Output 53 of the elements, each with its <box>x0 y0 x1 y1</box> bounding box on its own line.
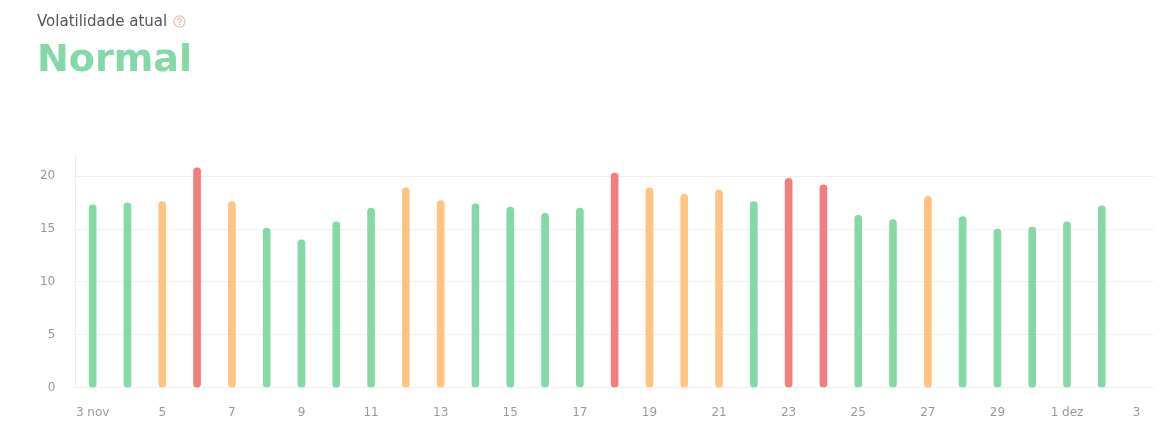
bar <box>715 189 723 388</box>
bar <box>784 178 793 388</box>
bar <box>958 216 967 388</box>
x-tick-label: 21 <box>711 404 727 419</box>
x-tick-label: 27 <box>920 404 936 419</box>
bar <box>854 215 863 388</box>
bar <box>889 219 897 388</box>
x-tick-label: 19 <box>641 404 658 419</box>
bar <box>262 227 271 388</box>
x-tick-label: 11 <box>363 404 379 419</box>
bar <box>541 212 549 388</box>
x-tick-label: 15 <box>502 404 518 419</box>
x-tick-label: 23 <box>780 404 797 419</box>
bar <box>645 187 654 388</box>
x-tick-label: 29 <box>989 404 1006 419</box>
bar <box>193 167 201 388</box>
bar <box>436 200 445 388</box>
bar <box>332 221 341 388</box>
bar <box>158 201 167 388</box>
bar <box>228 201 236 388</box>
bar <box>750 201 758 388</box>
bar <box>1028 226 1037 388</box>
y-tick-label: 10 <box>39 274 56 289</box>
y-tick-label: 5 <box>47 326 56 341</box>
bar <box>367 207 375 388</box>
x-tick-label: 13 <box>433 404 449 419</box>
bar <box>1063 221 1071 388</box>
x-tick-label: 25 <box>850 404 866 419</box>
chart-title: Volatilidade atual <box>37 12 168 30</box>
x-tick-label: 5 <box>158 404 167 419</box>
chart-subtitle: Normal <box>37 36 192 80</box>
x-tick-label: 9 <box>297 404 306 419</box>
bar <box>88 204 97 388</box>
bar <box>993 228 1002 388</box>
x-tick-label: 3 nov <box>75 404 110 419</box>
bar <box>123 202 132 388</box>
bar <box>819 184 828 388</box>
bar <box>297 239 306 388</box>
x-tick-label: 1 dez <box>1050 404 1084 419</box>
bar <box>402 187 410 388</box>
y-tick-label: 20 <box>39 168 56 183</box>
bar <box>576 207 584 388</box>
bar <box>680 193 689 388</box>
bar <box>923 196 932 388</box>
x-tick-label: 17 <box>572 404 588 419</box>
x-tick-label: 3 <box>1132 404 1141 419</box>
bar <box>506 206 515 388</box>
y-tick-label: 0 <box>47 379 56 394</box>
bar <box>1097 205 1106 388</box>
bar <box>610 172 619 388</box>
bar <box>471 203 480 388</box>
x-tick-label: 7 <box>228 404 236 419</box>
y-tick-label: 15 <box>39 221 56 236</box>
